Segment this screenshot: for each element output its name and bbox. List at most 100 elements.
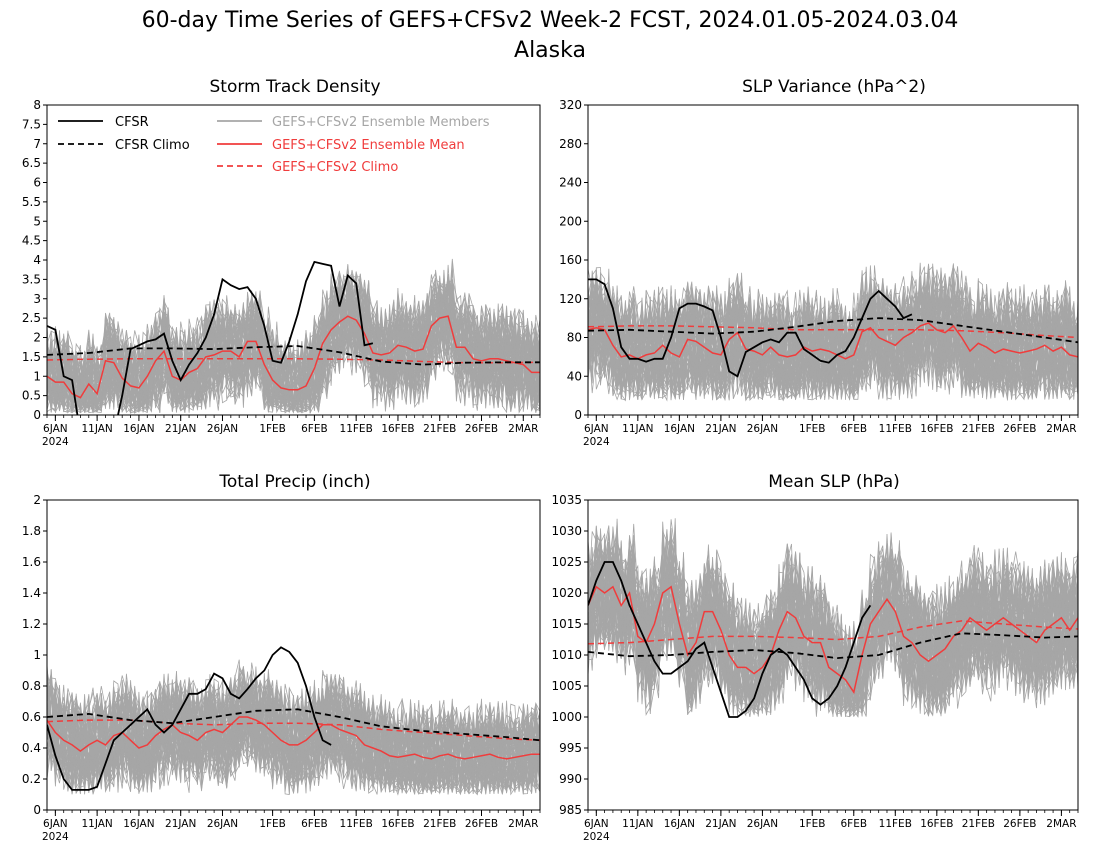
x-tick-label: 6JAN [43,423,68,435]
ensemble-member-line [588,525,1078,715]
x-tick-label: 6FEB [840,423,867,435]
ensemble-member-line [47,669,540,796]
x-tick-label: 26JAN [207,423,238,435]
plot-area [47,258,540,415]
x-tick-label: 11JAN [81,423,112,435]
y-tick-label: 1010 [551,648,582,662]
y-tick-label: 80 [567,331,582,345]
y-tick-label: 995 [559,741,582,755]
x-tick-label: 16JAN [123,818,154,830]
y-tick-label: 0 [33,803,41,817]
y-tick-label: 1.4 [22,586,41,600]
x-tick-label: 11FEB [340,423,373,435]
y-tick-label: 0.5 [22,389,41,403]
x-tick-label: 16JAN [664,423,695,435]
y-tick-label: 985 [559,803,582,817]
y-tick-label: 0 [33,408,41,422]
ensemble-member-line [47,677,540,794]
x-tick-label: 11FEB [340,818,373,830]
y-tick-label: 320 [559,98,582,112]
series-cfsr [588,561,872,718]
ensemble-member-line [588,286,1078,400]
series-cfsr [588,278,913,378]
ensemble-member-line [588,282,1078,401]
plot-area [588,518,1078,718]
series-gefs-cfsv2-ensemble-mean [47,716,540,760]
x-tick-label: 26JAN [747,423,778,435]
x-year-label: 2024 [583,831,610,843]
y-tick-label: 1.2 [22,617,41,631]
x-tick-label: 6FEB [301,423,328,435]
x-tick-label: 21FEB [962,818,995,830]
y-tick-label: 160 [559,253,582,267]
legend: CFSR CFSR Climo GEFS+CFSv2 Ensemble Member… [58,115,490,175]
x-tick-label: 26JAN [747,818,778,830]
panel-title: Mean SLP (hPa) [768,472,900,492]
x-tick-label: 21JAN [165,818,196,830]
x-tick-label: 21FEB [962,423,995,435]
y-tick-label: 0.8 [22,679,41,693]
x-tick-label: 1FEB [799,818,826,830]
x-tick-label: 11FEB [879,423,912,435]
y-tick-label: 6 [33,176,41,190]
ensemble-member-line [47,270,540,411]
ensemble-member-line [47,673,540,794]
x-tick-label: 11FEB [879,818,912,830]
x-year-label: 2024 [583,436,610,448]
ensemble-member-line [588,263,1078,398]
panel-title: Total Precip (inch) [218,472,370,492]
x-tick-label: 6JAN [584,818,609,830]
ensemble-member-line [588,281,1078,401]
panel-storm-track-density: Storm Track Density 0 0.5 1 1.5 2 2.5 3 3.5 4 4.5… [22,77,541,448]
plot-area [47,646,540,796]
x-year-label: 2024 [42,436,69,448]
series-gefs-cfsv2-climo [588,325,1078,339]
x-tick-label: 11JAN [622,423,653,435]
y-tick-label: 5 [33,214,41,228]
ensemble-member-line [588,537,1078,715]
y-tick-label: 5.5 [22,195,41,209]
y-tick-label: 1.6 [22,555,41,569]
legend-label: GEFS+CFSv2 Ensemble Members [272,115,490,130]
y-tick-label: 3.5 [22,272,41,286]
x-tick-label: 6JAN [584,423,609,435]
plot-area [588,262,1078,402]
x-tick-label: 2MAR [508,818,538,830]
y-tick-label: 4.5 [22,234,41,248]
series-gefs-cfsv2-climo [47,358,540,364]
ensemble-member-line [47,670,540,796]
x-tick-label: 16FEB [920,423,953,435]
y-tick-label: 1035 [551,493,582,507]
y-tick-label: 1005 [551,679,582,693]
series-cfsr [47,260,374,415]
ensemble-member-line [47,263,540,413]
x-tick-label: 16JAN [664,818,695,830]
y-tick-label: 8 [33,98,41,112]
figure-title: 60-day Time Series of GEFS+CFSv2 Week-2 … [142,8,959,33]
x-year-label: 2024 [42,831,69,843]
y-tick-label: 0.2 [22,772,41,786]
y-tick-label: 0.6 [22,710,41,724]
series-cfsr [47,646,332,791]
y-tick-label: 1 [33,648,41,662]
x-tick-label: 2MAR [1046,818,1076,830]
x-tick-label: 21FEB [423,423,456,435]
y-tick-label: 1030 [551,524,582,538]
series-cfsr-climo [47,708,540,742]
y-tick-label: 200 [559,214,582,228]
y-tick-label: 1000 [551,710,582,724]
y-tick-label: 0 [574,408,582,422]
series-gefs-cfsv2-climo [588,620,1078,645]
x-tick-label: 1FEB [259,423,286,435]
panel-slp-variance: SLP Variance (hPa^2) 0 40 80 120 160 200 240 28… [559,77,1079,448]
ensemble-members [47,659,540,796]
x-tick-label: 2MAR [1046,423,1076,435]
x-tick-label: 11JAN [81,818,112,830]
ensemble-member-line [588,533,1078,714]
y-tick-label: 3 [33,292,41,306]
x-tick-label: 16FEB [381,423,414,435]
y-tick-label: 240 [559,176,582,190]
ensemble-member-line [47,278,540,414]
y-tick-label: 1015 [551,617,582,631]
y-tick-label: 280 [559,137,582,151]
